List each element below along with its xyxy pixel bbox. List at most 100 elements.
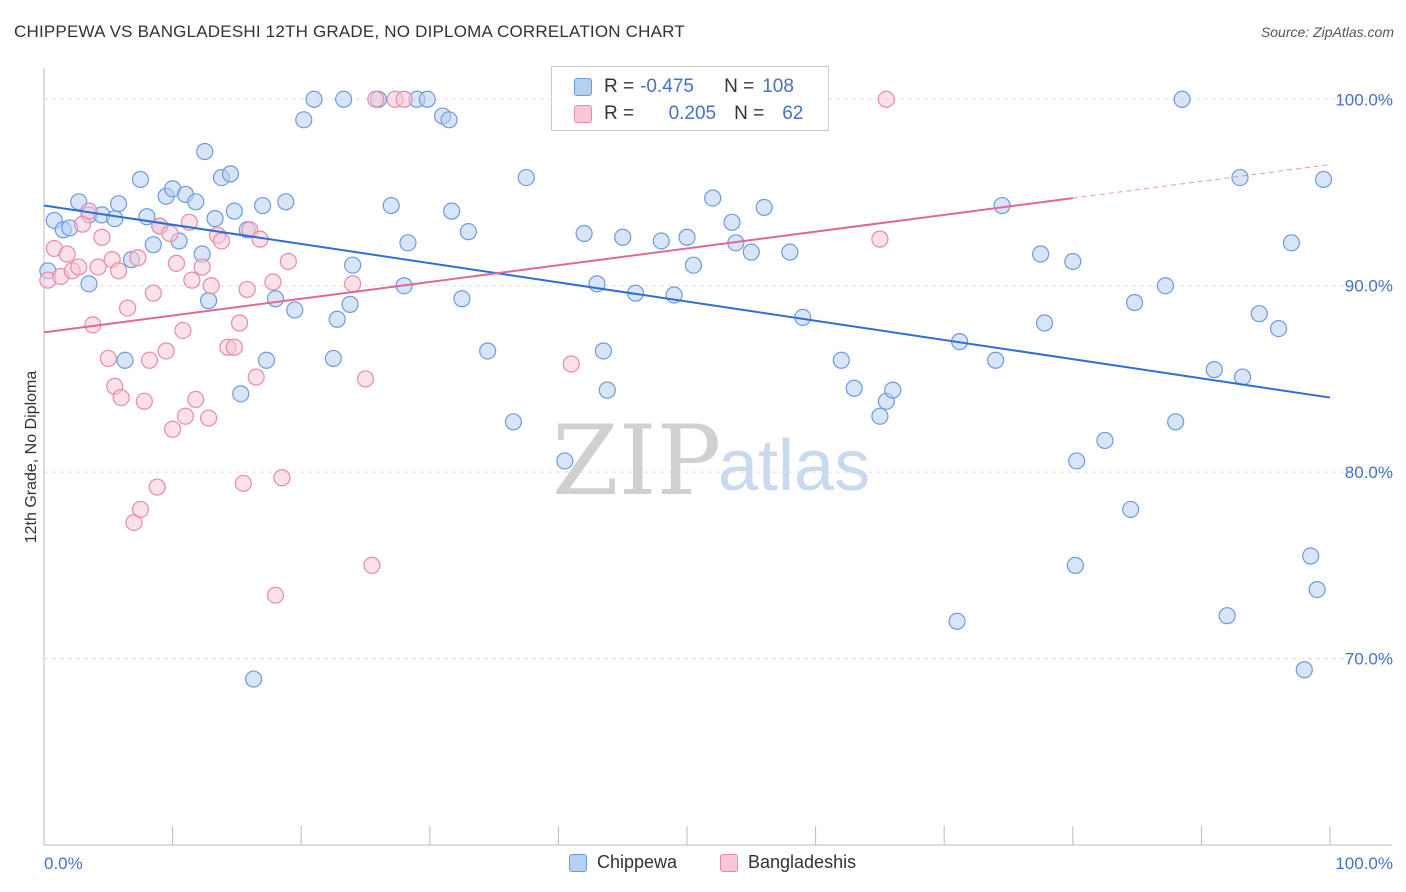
legend-n-label: N =: [724, 76, 755, 97]
chippewa-point: [200, 292, 218, 310]
chippewa-point: [459, 223, 477, 241]
chart-title: CHIPPEWA VS BANGLADESHI 12TH GRADE, NO D…: [14, 22, 685, 41]
chippewa-point: [335, 90, 353, 108]
bangladeshi-point: [183, 271, 201, 289]
y-tick-label: 100.0%: [1335, 90, 1393, 109]
bangladeshi-point: [273, 469, 291, 487]
chippewa-point: [1233, 368, 1252, 386]
chippewa-point: [109, 195, 128, 213]
chippewa-point: [1068, 452, 1086, 470]
chippewa-point: [232, 385, 250, 403]
bangladeshi-swatch: [574, 105, 592, 123]
bangladeshi-point: [144, 284, 162, 302]
bangladeshi-point: [174, 321, 192, 340]
tick-labels: 70.0% 80.0% 90.0% 100.0% 0.0% 100.0%: [44, 90, 1393, 873]
chippewa-point: [1125, 293, 1144, 312]
bangladeshi-point: [58, 245, 76, 263]
chippewa-point: [1314, 170, 1333, 189]
chippewa-point: [341, 295, 359, 313]
bangladeshi-point: [112, 388, 130, 407]
bangladeshi-point: [161, 224, 179, 243]
bangladeshi-point: [135, 392, 153, 410]
legend-r-value: -0.475: [640, 76, 694, 97]
chippewa-point: [328, 310, 346, 328]
bangladeshi-point: [212, 232, 231, 250]
bangladeshi-point: [167, 254, 186, 272]
chippewa-point: [504, 413, 522, 431]
chippewa-point: [418, 90, 436, 108]
bangladeshi-trend-line-dashed: [1072, 164, 1331, 199]
bangladeshi-point: [395, 90, 413, 108]
bangladeshi-point: [200, 409, 218, 427]
legend-n-value: 62: [782, 103, 804, 124]
chippewa-point: [1122, 500, 1140, 519]
chippewa-point: [80, 275, 98, 293]
legend-n-label: N =: [734, 103, 765, 124]
chippewa-point: [884, 381, 902, 399]
chippewa-point: [678, 228, 696, 246]
watermark-atlas: atlas: [718, 426, 870, 506]
chippewa-point: [1035, 314, 1054, 332]
chippewa-point: [144, 236, 162, 254]
bangladeshi-point: [129, 249, 147, 267]
bangladeshi-point: [109, 262, 128, 280]
chippewa-point: [116, 351, 134, 369]
chippewa-point: [1096, 431, 1114, 450]
chippewa-point: [1064, 252, 1082, 271]
chippewa-point: [106, 210, 124, 228]
bangladeshi-point: [193, 258, 211, 276]
chippewa-point: [614, 228, 632, 246]
bangladeshi-point: [238, 280, 256, 299]
chippewa-point: [196, 142, 214, 161]
bangladeshi-point: [871, 230, 889, 248]
bangladeshi-point: [367, 90, 385, 108]
bangladeshi-point: [99, 349, 117, 368]
bangladeshi-point: [187, 390, 205, 409]
chippewa-point: [257, 351, 276, 369]
chippewa-point: [443, 202, 461, 220]
bangladeshi-point: [279, 252, 297, 271]
chippewa-point: [245, 670, 263, 688]
chippewa-point: [1250, 305, 1268, 323]
series-chippewa-points: [39, 90, 1333, 688]
bangladeshi-point: [225, 338, 243, 356]
chippewa-point: [1295, 661, 1313, 679]
chippewa-point: [598, 381, 616, 399]
chippewa-point: [755, 198, 773, 217]
bangladeshi-point: [148, 478, 166, 496]
trend-lines: [43, 164, 1331, 399]
bangladeshi-point: [562, 355, 580, 373]
bangladeshi-point: [89, 258, 107, 276]
chippewa-point: [575, 224, 593, 243]
x-tick-label: 0.0%: [44, 854, 83, 873]
chippewa-point: [1173, 90, 1191, 108]
chippewa-point: [948, 612, 966, 630]
chippewa-point: [1231, 168, 1249, 187]
bangladeshi-point: [363, 556, 381, 574]
y-tick-label: 80.0%: [1345, 463, 1393, 482]
chippewa-point: [1282, 234, 1301, 252]
chippewa-point: [832, 351, 850, 369]
legend-row-chippewa: R = -0.475 N = 108: [574, 76, 794, 98]
chippewa-point: [723, 213, 741, 231]
chippewa-point: [704, 189, 722, 207]
chippewa-point: [1269, 319, 1288, 338]
chippewa-point: [305, 90, 323, 108]
bangladeshi-point: [247, 368, 265, 386]
chippewa-point: [1218, 607, 1236, 625]
bangladeshi-point: [164, 420, 182, 438]
bangladeshi-point: [356, 370, 375, 388]
chippewa-point: [131, 170, 150, 189]
chippewa-point: [556, 452, 574, 470]
chippewa-point: [845, 379, 863, 397]
chippewa-point: [286, 301, 304, 319]
bangladeshi-trend-line: [43, 197, 1073, 334]
chippewa-point: [517, 168, 535, 187]
legend-r-value: 0.205: [668, 103, 717, 124]
chippewa-point: [1156, 277, 1174, 295]
chippewa-point: [1032, 245, 1050, 263]
bangladeshi-point: [131, 500, 150, 519]
chippewa-swatch: [574, 78, 592, 96]
chippewa-point: [453, 290, 471, 308]
